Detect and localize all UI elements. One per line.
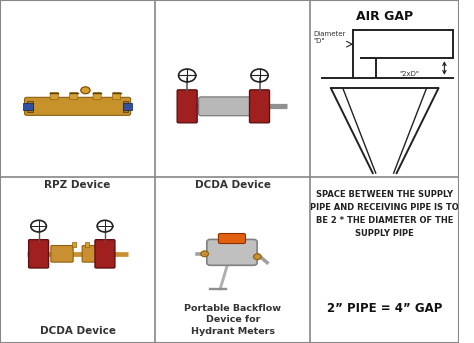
FancyBboxPatch shape xyxy=(219,234,246,244)
FancyBboxPatch shape xyxy=(207,239,257,265)
Text: DCDA Device: DCDA Device xyxy=(40,326,116,336)
FancyBboxPatch shape xyxy=(23,103,33,110)
FancyBboxPatch shape xyxy=(82,246,104,262)
FancyBboxPatch shape xyxy=(93,93,101,100)
Text: "D": "D" xyxy=(313,38,325,44)
FancyBboxPatch shape xyxy=(95,240,115,268)
Text: RPZ Device: RPZ Device xyxy=(45,180,111,190)
Circle shape xyxy=(254,254,261,260)
FancyBboxPatch shape xyxy=(113,93,121,100)
FancyBboxPatch shape xyxy=(122,103,132,110)
FancyBboxPatch shape xyxy=(51,246,73,262)
FancyBboxPatch shape xyxy=(72,242,76,247)
FancyBboxPatch shape xyxy=(249,90,270,123)
FancyBboxPatch shape xyxy=(25,97,131,115)
Text: AIR GAP: AIR GAP xyxy=(356,10,413,23)
FancyBboxPatch shape xyxy=(122,101,128,111)
FancyBboxPatch shape xyxy=(27,101,33,111)
Text: DCDA Device: DCDA Device xyxy=(195,180,271,190)
FancyBboxPatch shape xyxy=(177,90,197,123)
Text: Diameter: Diameter xyxy=(313,31,346,37)
FancyBboxPatch shape xyxy=(70,93,78,100)
Text: SPACE BETWEEN THE SUPPLY
PIPE AND RECEIVING PIPE IS TO
BE 2 * THE DIAMETER OF TH: SPACE BETWEEN THE SUPPLY PIPE AND RECEIV… xyxy=(310,190,459,238)
FancyBboxPatch shape xyxy=(199,97,265,116)
FancyBboxPatch shape xyxy=(85,242,89,247)
FancyBboxPatch shape xyxy=(50,93,58,100)
Circle shape xyxy=(201,251,209,257)
Text: Portable Backflow
Device for
Hydrant Meters: Portable Backflow Device for Hydrant Met… xyxy=(184,304,282,336)
FancyBboxPatch shape xyxy=(28,240,48,268)
Text: 2” PIPE = 4” GAP: 2” PIPE = 4” GAP xyxy=(327,302,442,315)
Text: "2xD": "2xD" xyxy=(400,71,419,78)
Circle shape xyxy=(81,87,90,94)
